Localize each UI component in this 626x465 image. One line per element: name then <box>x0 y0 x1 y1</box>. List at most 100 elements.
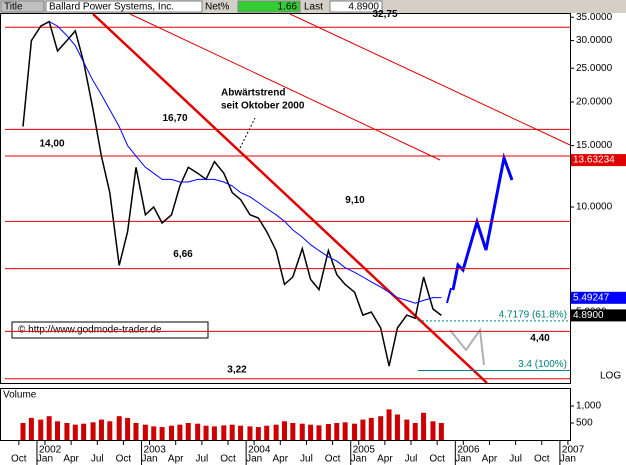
volume-bar <box>195 423 201 440</box>
x-tick-label: Jan <box>351 454 367 465</box>
volume-bar <box>308 424 314 440</box>
volume-bar <box>299 423 305 440</box>
price-tag <box>571 309 626 322</box>
price-tag-label: 5.49247 <box>573 292 610 303</box>
header-cell <box>237 0 301 13</box>
price-tag <box>571 291 626 304</box>
y-tick-label: 15.0000 <box>576 140 613 151</box>
level-label: 4,40 <box>530 333 550 344</box>
volume-bar <box>421 412 427 440</box>
plot-frame <box>0 13 571 384</box>
header-net-label: Net% <box>205 2 230 13</box>
x-tick-label: Oct <box>325 454 341 465</box>
price-tag-label: 13.63234 <box>573 155 615 166</box>
volume-bar <box>394 414 400 440</box>
y-tick-label: 20.0000 <box>576 97 613 108</box>
year-label: 2004 <box>248 445 271 456</box>
y-tick-label: 10.0000 <box>576 202 613 213</box>
volume-bar <box>169 425 175 440</box>
volume-bar <box>360 419 366 440</box>
volume-bar <box>72 424 78 440</box>
volume-label: Volume <box>3 390 37 401</box>
volume-bar <box>159 427 165 440</box>
y-tick-label: 30.0000 <box>576 35 613 46</box>
x-tick-label: Oct <box>116 454 132 465</box>
annotation-pointer <box>239 117 256 149</box>
volume-bar <box>133 422 139 440</box>
volume-bar <box>38 419 44 440</box>
scale-label: LOG <box>600 371 621 382</box>
volume-bar <box>90 422 96 440</box>
volume-bar <box>264 425 270 440</box>
price-line <box>22 20 442 367</box>
level-label: 14,00 <box>39 139 64 150</box>
projection <box>446 287 452 304</box>
volume-bar <box>46 416 52 440</box>
level-label: 6,66 <box>173 249 193 260</box>
volume-bar <box>221 425 227 440</box>
x-tick-label: Jul <box>195 454 208 465</box>
x-tick-label: Jan <box>37 454 53 465</box>
volume-bar <box>203 425 209 440</box>
annotation: Abwärtstrend <box>221 88 285 99</box>
volume-bar <box>334 422 340 440</box>
header-last-label: Last <box>304 2 323 13</box>
volume-bar <box>378 416 384 440</box>
year-label: 2005 <box>353 445 376 456</box>
x-tick-label: Jan <box>455 454 471 465</box>
year-label: 2007 <box>562 445 585 456</box>
volume-bar <box>247 426 253 440</box>
year-label: 2006 <box>457 445 480 456</box>
x-tick-label: Jul <box>300 454 313 465</box>
year-label: 2003 <box>144 445 167 456</box>
trend-line <box>92 13 488 384</box>
volume-bar <box>238 425 244 440</box>
x-tick-label: Jan <box>246 454 262 465</box>
volume-bar <box>28 417 34 440</box>
volume-bar <box>177 424 183 440</box>
projection-alt <box>449 327 485 366</box>
volume-bar <box>211 426 217 440</box>
level-label: 9,10 <box>345 195 365 206</box>
x-tick-label: Jul <box>509 454 522 465</box>
volume-tick-label: 500 <box>576 418 593 429</box>
volume-frame <box>0 388 571 441</box>
volume-bar <box>404 419 410 440</box>
volume-bar <box>368 417 374 440</box>
volume-bar <box>116 416 122 440</box>
copyright-box <box>11 321 209 339</box>
volume-bar <box>151 426 157 440</box>
x-tick-label: Jul <box>405 454 418 465</box>
header-net: 1.66 <box>278 2 298 13</box>
header-cell <box>329 0 383 13</box>
projection <box>451 152 514 291</box>
price-tag <box>571 154 626 167</box>
x-tick-label: Apr <box>168 454 184 465</box>
x-tick-label: Apr <box>63 454 79 465</box>
volume-bar <box>64 422 70 440</box>
fib-label: 3.4 (100%) <box>518 359 567 370</box>
y-tick-label: 35.0000 <box>576 12 613 23</box>
year-label: 2002 <box>39 445 62 456</box>
volume-bar <box>229 424 235 440</box>
x-tick-label: Jul <box>91 454 104 465</box>
volume-bar <box>386 409 392 440</box>
volume-bar <box>342 422 348 440</box>
x-tick-label: Jan <box>141 454 157 465</box>
x-tick-label: Apr <box>273 454 289 465</box>
x-tick-label: Oct <box>11 454 27 465</box>
volume-bar <box>352 423 358 440</box>
volume-bar <box>255 427 261 440</box>
copyright: © http://www.godmode-trader.de <box>18 325 162 336</box>
level-label: 32,75 <box>372 9 397 20</box>
volume-bar <box>412 422 418 440</box>
volume-tick-label: 1,000 <box>576 401 601 412</box>
volume-bar <box>20 422 26 440</box>
volume-bar <box>81 423 87 440</box>
x-tick-label: Oct <box>220 454 236 465</box>
price-tag-label: 4.8900 <box>573 310 604 321</box>
volume-bar <box>325 424 331 440</box>
header-cell <box>0 0 45 13</box>
